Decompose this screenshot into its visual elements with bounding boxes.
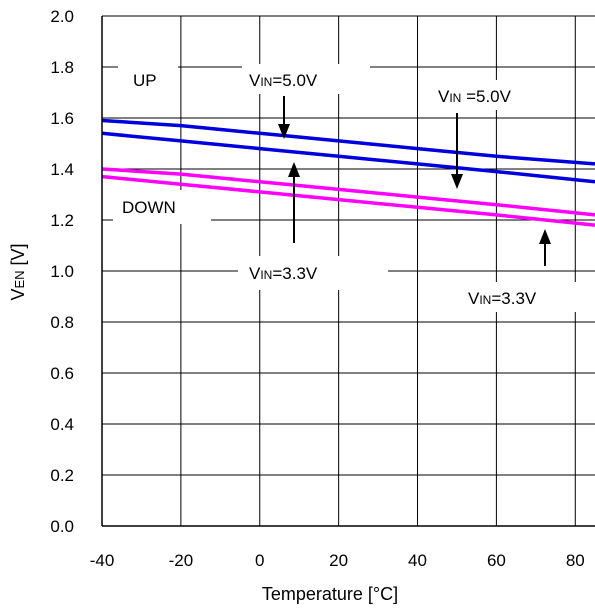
x-tick-label: 40 — [408, 551, 427, 570]
arrow-vin33-right — [539, 229, 551, 266]
y-tick-label: 1.0 — [50, 262, 74, 281]
arrow-vin50-left — [278, 96, 290, 139]
series-line-3 — [101, 167, 595, 217]
y-tick-label: 0.0 — [50, 517, 74, 536]
x-tick-label: -20 — [169, 551, 194, 570]
series-line-4 — [101, 174, 595, 227]
y-tick-label: 0.2 — [50, 466, 74, 485]
x-tick-labels: -40 -20 0 20 40 60 80 — [90, 551, 585, 570]
arrow-vin50-right — [451, 113, 463, 189]
x-tick-label: 20 — [329, 551, 348, 570]
x-axis-title: Temperature [°C] — [262, 584, 398, 604]
series-lines — [101, 118, 595, 227]
axes — [101, 16, 595, 527]
label-vin50-left: VIN=5.0V — [249, 71, 318, 90]
y-tick-label: 1.2 — [50, 211, 74, 230]
y-axis-title: VEN [V] — [8, 243, 28, 300]
label-bg-up — [118, 64, 178, 98]
label-bg-vin33-left — [238, 256, 388, 290]
x-tick-label: -40 — [90, 551, 115, 570]
label-down: DOWN — [122, 198, 176, 217]
label-vin33-right: VIN=3.3V — [468, 289, 537, 308]
y-tick-label: 1.4 — [50, 160, 74, 179]
series-line-1 — [101, 118, 595, 166]
label-up: UP — [133, 71, 157, 90]
label-vin50-right: VIN =5.0V — [438, 87, 512, 106]
x-tick-label: 80 — [566, 551, 585, 570]
label-bg-vin50-right — [428, 80, 558, 110]
y-tick-label: 0.6 — [50, 364, 74, 383]
x-tick-label: 0 — [255, 551, 264, 570]
series-line-2 — [101, 131, 595, 184]
label-bg-vin50-left — [242, 64, 370, 94]
y-tick-labels: 0.0 0.2 0.4 0.6 0.8 1.0 1.2 1.4 1.6 1.8 2.0 — [50, 7, 74, 536]
y-tick-label: 1.6 — [50, 109, 74, 128]
y-tick-label: 0.4 — [50, 415, 74, 434]
x-tick-label: 60 — [487, 551, 506, 570]
y-tick-label: 0.8 — [50, 313, 74, 332]
label-vin33-left: VIN=3.3V — [249, 264, 318, 283]
arrow-vin33-left — [288, 162, 300, 243]
y-tick-label: 2.0 — [50, 7, 74, 26]
y-tick-label: 1.8 — [50, 58, 74, 77]
label-bg-down — [113, 190, 211, 224]
label-bg-vin33-right — [458, 282, 592, 312]
